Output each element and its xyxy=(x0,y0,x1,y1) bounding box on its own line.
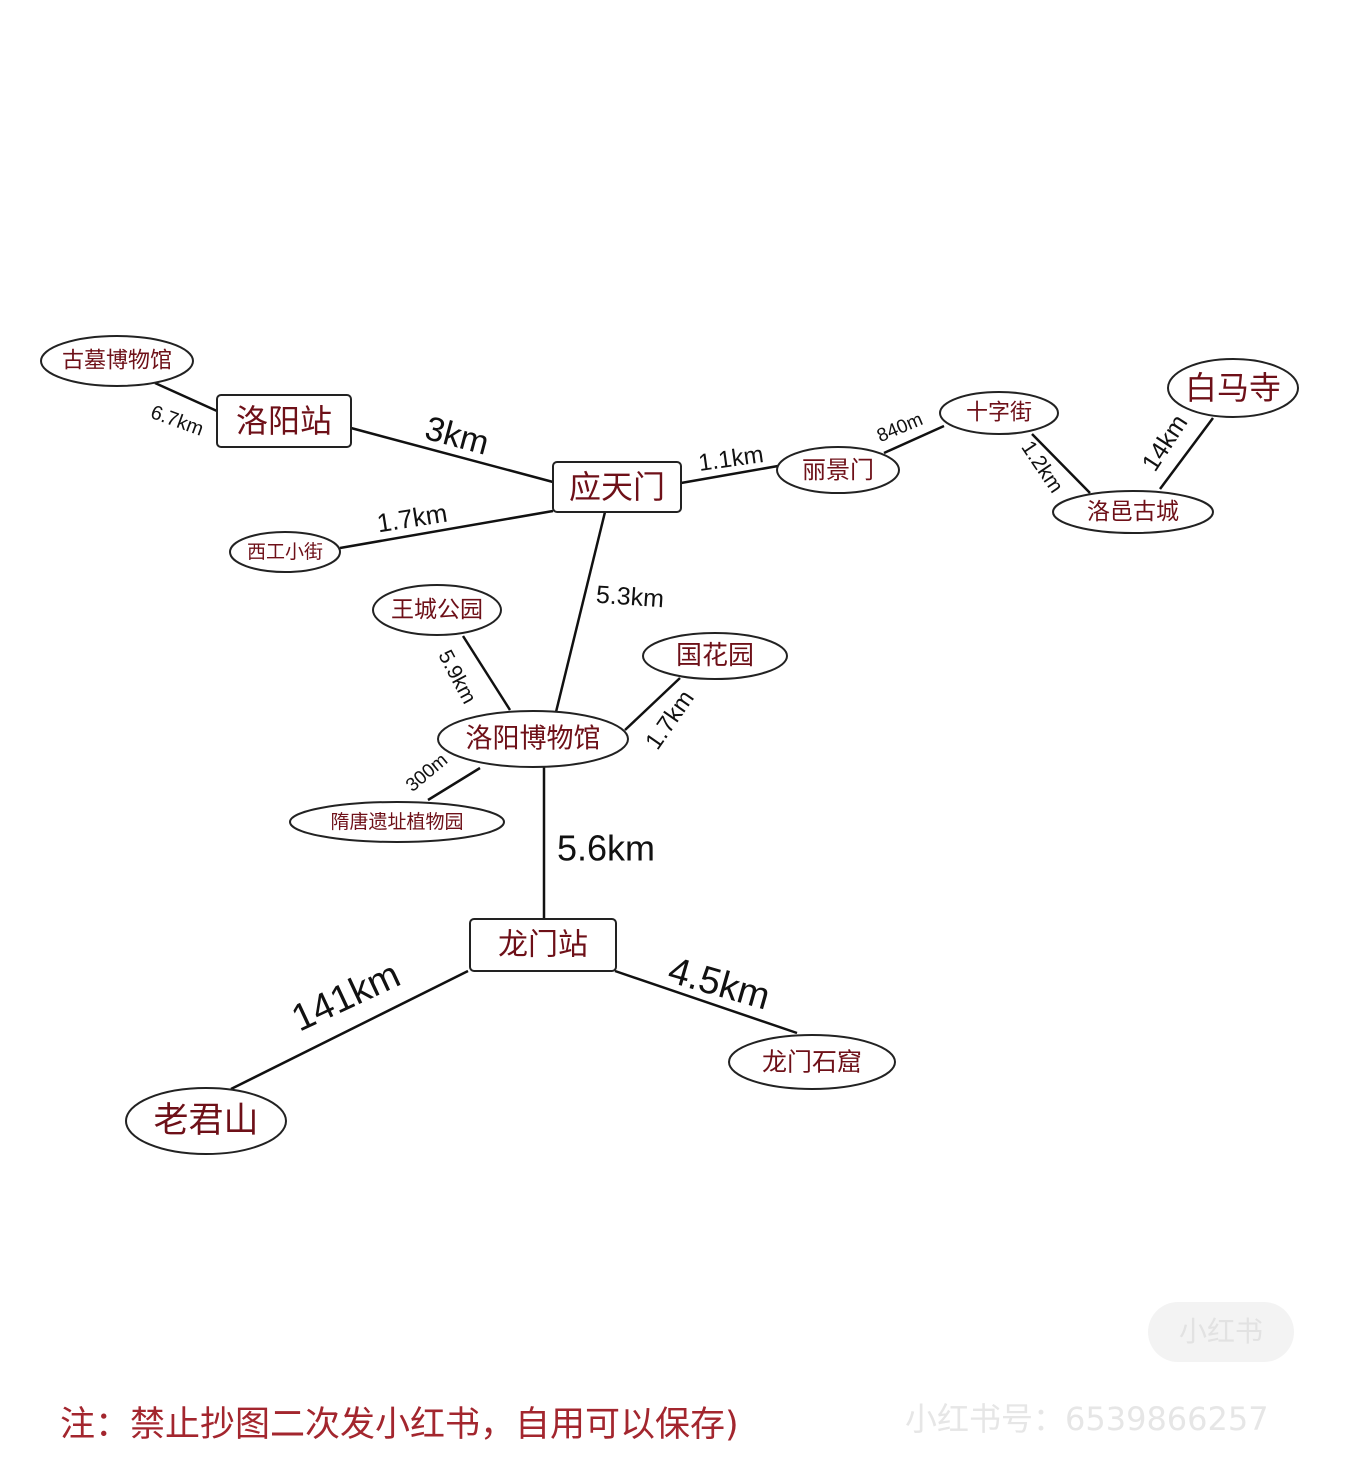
node-longMenShiKu: 龙门石窟 xyxy=(728,1034,896,1090)
copyright-note: 注：禁止抄图二次发小红书，自用可以保存) xyxy=(60,1405,739,1445)
edge-distance-label: 5.3km xyxy=(595,581,665,614)
node-guMu: 古墓博物馆 xyxy=(40,335,194,387)
attraction-ellipse xyxy=(939,391,1059,435)
node-label: 洛阳站 xyxy=(236,402,332,440)
node-label: 白马寺 xyxy=(1185,369,1281,407)
node-label: 应天门 xyxy=(569,468,665,506)
edge-distance-label: 4.5km xyxy=(663,950,774,1019)
node-luoYi: 洛邑古城 xyxy=(1052,490,1214,534)
node-label: 丽景门 xyxy=(802,456,874,484)
attraction-ellipse xyxy=(642,632,788,680)
attraction-ellipse xyxy=(289,801,505,843)
node-label: 隋唐遗址植物园 xyxy=(330,811,463,833)
edge-distance-label: 5.6km xyxy=(557,828,655,869)
node-baiMaSi: 白马寺 xyxy=(1167,358,1299,418)
node-label: 龙门石窟 xyxy=(762,1048,862,1077)
node-laoJun: 老君山 xyxy=(125,1087,287,1155)
node-museum: 洛阳博物馆 xyxy=(437,710,629,768)
node-label: 老君山 xyxy=(153,1101,258,1141)
attraction-ellipse xyxy=(437,710,629,768)
node-luoyangZhan: 洛阳站 xyxy=(216,394,352,448)
attraction-ellipse xyxy=(229,531,341,573)
node-yingTianMen: 应天门 xyxy=(552,461,682,513)
node-wangCheng: 王城公园 xyxy=(372,584,502,636)
edge-museum-guoHua xyxy=(624,677,681,731)
edge-shiZiJie-luoYi xyxy=(1031,433,1091,494)
node-label: 洛阳博物馆 xyxy=(466,724,601,755)
edge-yingTianMen-liJingMen xyxy=(680,464,779,485)
edge-guMu-luoyangZhan xyxy=(154,381,218,413)
node-guoHua: 国花园 xyxy=(642,632,788,680)
edge-distance-label: 14km xyxy=(1137,410,1194,477)
node-shiZiJie: 十字街 xyxy=(939,391,1059,435)
station-box xyxy=(552,461,682,513)
edge-distance-label: 5.9km xyxy=(433,646,480,707)
node-label: 王城公园 xyxy=(391,597,483,623)
edge-distance-label: 1.2km xyxy=(1016,437,1067,497)
edge-xiGong-yingTianMen xyxy=(339,509,554,550)
edge-longMenZhan-laoJun xyxy=(230,969,469,1091)
node-label: 十字街 xyxy=(966,401,1032,426)
edge-distance-label: 1.1km xyxy=(697,441,765,477)
edge-distance-label: 141km xyxy=(285,954,406,1040)
node-liJingMen: 丽景门 xyxy=(776,446,900,494)
edge-museum-suiTang xyxy=(427,766,481,802)
node-xiGong: 西工小街 xyxy=(229,531,341,573)
attraction-ellipse xyxy=(1167,358,1299,418)
edge-distance-label: 6.7km xyxy=(148,401,207,440)
attraction-ellipse xyxy=(1052,490,1214,534)
node-label: 龙门站 xyxy=(498,928,588,963)
edge-distance-label: 1.7km xyxy=(375,498,450,539)
node-label: 古墓博物馆 xyxy=(62,349,172,374)
node-suiTang: 隋唐遗址植物园 xyxy=(289,801,505,843)
edge-distance-label: 1.7km xyxy=(640,685,700,754)
edge-distance-label: 840m xyxy=(874,409,926,447)
node-label: 西工小街 xyxy=(247,541,323,563)
attraction-ellipse xyxy=(40,335,194,387)
node-label: 国花园 xyxy=(676,641,754,671)
edge-distance-label: 3km xyxy=(421,409,493,462)
node-longMenZhan: 龙门站 xyxy=(469,918,617,972)
attraction-ellipse xyxy=(372,584,502,636)
edge-wangCheng-museum xyxy=(461,635,512,711)
attraction-ellipse xyxy=(776,446,900,494)
xiaohongshu-logo-watermark: 小红书 xyxy=(1148,1302,1294,1362)
station-box xyxy=(216,394,352,448)
station-box xyxy=(469,918,617,972)
edge-yingTianMen-museum xyxy=(554,511,607,713)
xiaohongshu-id-watermark: 小红书号：6539866257 xyxy=(905,1400,1269,1438)
attraction-ellipse xyxy=(728,1034,896,1090)
edge-liJingMen-shiZiJie xyxy=(883,424,945,455)
attraction-ellipse xyxy=(125,1087,287,1155)
edges-layer xyxy=(154,381,1215,1091)
node-label: 洛邑古城 xyxy=(1087,499,1179,525)
edge-luoyangZhan-yingTianMen xyxy=(350,426,554,484)
edge-longMenZhan-longMenShiKu xyxy=(614,969,798,1035)
edge-luoYi-baiMaSi xyxy=(1158,417,1215,490)
